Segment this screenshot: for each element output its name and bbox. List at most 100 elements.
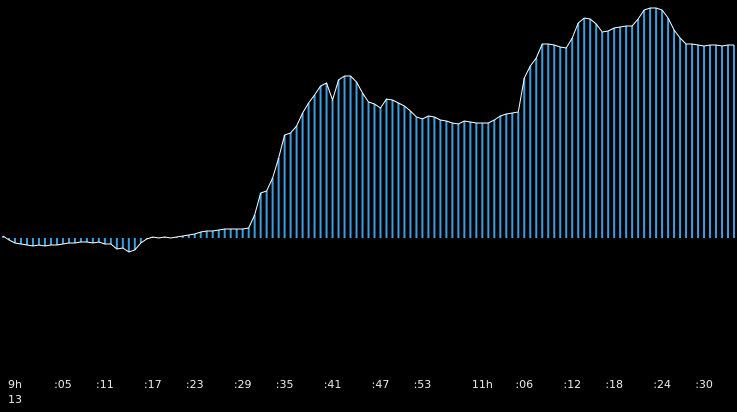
bar xyxy=(481,123,484,238)
bar xyxy=(475,123,478,238)
bar xyxy=(727,45,730,238)
bar xyxy=(295,126,298,238)
bar xyxy=(319,86,322,238)
bar xyxy=(421,119,424,238)
bar xyxy=(349,76,352,238)
bar xyxy=(499,116,502,238)
bar xyxy=(673,30,676,238)
bar xyxy=(7,238,10,240)
bar xyxy=(463,121,466,238)
bar xyxy=(505,114,508,238)
bar xyxy=(529,66,532,238)
bar xyxy=(187,235,190,238)
bar xyxy=(661,10,664,238)
x-tick-label: :23 xyxy=(186,378,204,391)
bar xyxy=(535,58,538,238)
bar xyxy=(301,113,304,238)
bar xyxy=(553,45,556,238)
bar xyxy=(685,44,688,238)
bar xyxy=(643,10,646,238)
bar xyxy=(619,27,622,238)
bar xyxy=(31,238,34,246)
bar xyxy=(253,215,256,238)
bar xyxy=(433,117,436,238)
bar xyxy=(655,8,658,238)
bar xyxy=(343,76,346,238)
bar xyxy=(721,46,724,238)
bar xyxy=(325,83,328,238)
bar xyxy=(631,26,634,238)
bar xyxy=(235,229,238,238)
bar xyxy=(37,238,40,245)
x-tick-label: :41 xyxy=(324,378,342,391)
bar xyxy=(103,238,106,244)
bar xyxy=(217,230,220,238)
bar xyxy=(703,46,706,238)
bar xyxy=(571,38,574,238)
bar xyxy=(355,82,358,238)
bar xyxy=(277,158,280,238)
x-tick-label: :18 xyxy=(605,378,623,391)
bar xyxy=(595,24,598,238)
bar xyxy=(331,100,334,238)
bar xyxy=(115,238,118,249)
bar xyxy=(709,45,712,238)
bar xyxy=(223,229,226,238)
bar xyxy=(523,78,526,238)
bar xyxy=(181,236,184,238)
bar xyxy=(49,238,52,245)
bar xyxy=(733,45,736,238)
x-tick-label: :17 xyxy=(144,378,162,391)
bar xyxy=(1,236,4,238)
x-tick-label: :11 xyxy=(96,378,114,391)
bar xyxy=(391,100,394,238)
x-tick-label: :24 xyxy=(653,378,671,391)
x-sublabel: 13 xyxy=(8,393,22,406)
bar xyxy=(25,238,28,245)
bar xyxy=(139,238,142,243)
bar xyxy=(247,228,250,238)
bar xyxy=(625,26,628,238)
bar xyxy=(79,238,82,242)
bar xyxy=(589,19,592,238)
bar xyxy=(205,231,208,238)
bar xyxy=(85,238,88,242)
bar xyxy=(457,124,460,238)
bar xyxy=(691,44,694,238)
bar xyxy=(193,234,196,238)
bar xyxy=(487,123,490,238)
bar xyxy=(91,238,94,243)
bar xyxy=(697,45,700,238)
bar xyxy=(517,112,520,238)
bar xyxy=(559,47,562,238)
bar xyxy=(445,121,448,238)
bar xyxy=(241,229,244,238)
x-tick-label: :06 xyxy=(515,378,533,391)
bar xyxy=(259,193,262,238)
x-tick-label: :47 xyxy=(372,378,390,391)
bar xyxy=(583,18,586,238)
bar xyxy=(361,93,364,238)
bar xyxy=(577,23,580,238)
bar xyxy=(415,117,418,238)
bar xyxy=(451,123,454,238)
x-tick-label: :29 xyxy=(234,378,252,391)
bar xyxy=(121,238,124,248)
bar xyxy=(409,111,412,238)
bar xyxy=(541,44,544,238)
bar xyxy=(637,19,640,238)
x-tick-label: 9h xyxy=(8,378,22,391)
bar xyxy=(601,32,604,238)
bar xyxy=(97,238,100,242)
bar xyxy=(715,45,718,238)
bar xyxy=(313,95,316,238)
bar xyxy=(607,31,610,238)
bar xyxy=(133,238,136,250)
bar xyxy=(13,238,16,243)
bar xyxy=(73,238,76,243)
bar xyxy=(229,229,232,238)
bar xyxy=(565,48,568,238)
bar xyxy=(667,18,670,238)
bar xyxy=(271,178,274,238)
